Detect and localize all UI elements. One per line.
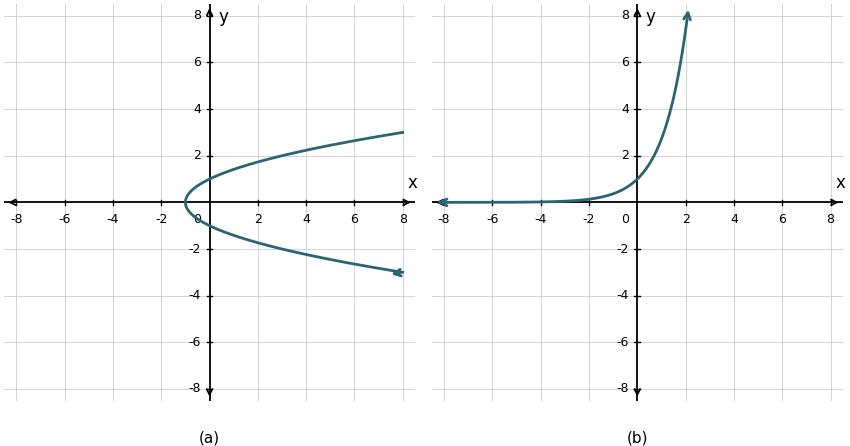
Text: x: x bbox=[836, 174, 845, 192]
Text: (b): (b) bbox=[626, 431, 648, 446]
Text: 8: 8 bbox=[193, 9, 201, 22]
Text: -6: -6 bbox=[189, 336, 201, 349]
Text: 4: 4 bbox=[193, 103, 201, 116]
Text: 8: 8 bbox=[826, 213, 835, 226]
Text: 2: 2 bbox=[254, 213, 262, 226]
Text: 2: 2 bbox=[682, 213, 689, 226]
Text: 6: 6 bbox=[779, 213, 786, 226]
Text: 2: 2 bbox=[621, 149, 629, 162]
Text: 0: 0 bbox=[620, 213, 629, 226]
Text: 4: 4 bbox=[730, 213, 738, 226]
Text: 6: 6 bbox=[350, 213, 359, 226]
Text: -8: -8 bbox=[616, 382, 629, 396]
Text: x: x bbox=[407, 174, 417, 192]
Text: -2: -2 bbox=[189, 243, 201, 256]
Text: -2: -2 bbox=[616, 243, 629, 256]
Text: -6: -6 bbox=[59, 213, 71, 226]
Text: 4: 4 bbox=[621, 103, 629, 116]
Text: -2: -2 bbox=[155, 213, 167, 226]
Text: y: y bbox=[646, 8, 655, 26]
Text: -8: -8 bbox=[438, 213, 450, 226]
Text: 6: 6 bbox=[193, 56, 201, 69]
Text: -8: -8 bbox=[189, 382, 201, 396]
Text: (a): (a) bbox=[199, 431, 220, 446]
Text: -4: -4 bbox=[616, 289, 629, 302]
Text: y: y bbox=[218, 8, 228, 26]
Text: -2: -2 bbox=[583, 213, 595, 226]
Text: 0: 0 bbox=[193, 213, 201, 226]
Text: -4: -4 bbox=[189, 289, 201, 302]
Text: 4: 4 bbox=[303, 213, 310, 226]
Text: 2: 2 bbox=[193, 149, 201, 162]
Text: 8: 8 bbox=[399, 213, 407, 226]
Text: -4: -4 bbox=[107, 213, 119, 226]
Text: -8: -8 bbox=[10, 213, 22, 226]
Text: 8: 8 bbox=[620, 9, 629, 22]
Text: -4: -4 bbox=[535, 213, 547, 226]
Text: 6: 6 bbox=[621, 56, 629, 69]
Text: -6: -6 bbox=[486, 213, 499, 226]
Text: -6: -6 bbox=[616, 336, 629, 349]
